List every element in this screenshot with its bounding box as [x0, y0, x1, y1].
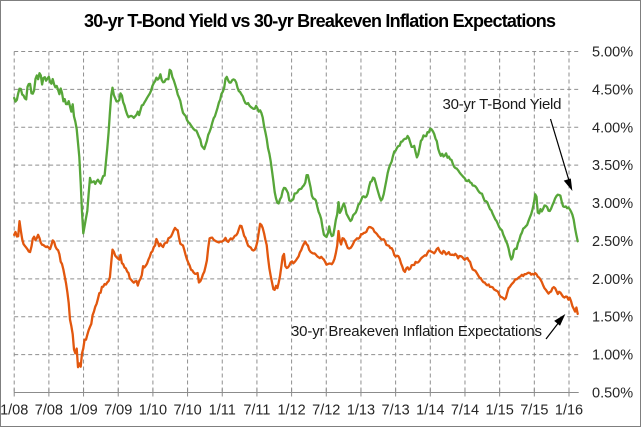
svg-text:30-yr Breakeven Inflation Expe: 30-yr Breakeven Inflation Expectations [291, 323, 542, 340]
svg-text:0.50%: 0.50% [592, 386, 633, 402]
svg-text:1/09: 1/09 [69, 403, 97, 419]
svg-text:1/13: 1/13 [347, 403, 375, 419]
svg-text:1/08: 1/08 [0, 403, 28, 419]
svg-text:2.00%: 2.00% [592, 272, 633, 288]
svg-text:3.50%: 3.50% [592, 158, 633, 174]
svg-text:1/16: 1/16 [555, 403, 583, 419]
svg-text:4.00%: 4.00% [592, 120, 633, 136]
svg-text:30-yr T-Bond Yield: 30-yr T-Bond Yield [443, 96, 562, 113]
svg-text:1/11: 1/11 [209, 403, 236, 419]
svg-text:1.00%: 1.00% [592, 348, 633, 364]
svg-text:30-yr T-Bond Yield vs 30-yr Br: 30-yr T-Bond Yield vs 30-yr Breakeven In… [84, 11, 556, 31]
svg-text:1/12: 1/12 [277, 403, 305, 419]
svg-text:4.50%: 4.50% [592, 82, 633, 98]
svg-text:7/10: 7/10 [173, 403, 201, 419]
svg-text:1/14: 1/14 [416, 403, 444, 419]
svg-text:1/10: 1/10 [139, 403, 167, 419]
svg-text:1.50%: 1.50% [592, 310, 633, 326]
svg-text:5.00%: 5.00% [592, 45, 633, 61]
svg-text:7/09: 7/09 [104, 403, 132, 419]
svg-text:7/15: 7/15 [520, 403, 548, 419]
svg-text:3.00%: 3.00% [592, 196, 633, 212]
svg-text:7/14: 7/14 [451, 403, 479, 419]
svg-text:7/12: 7/12 [312, 403, 340, 419]
svg-text:7/08: 7/08 [35, 403, 63, 419]
svg-text:7/13: 7/13 [382, 403, 410, 419]
svg-text:2.50%: 2.50% [592, 234, 633, 250]
svg-text:7/11: 7/11 [243, 403, 270, 419]
svg-text:1/15: 1/15 [486, 403, 514, 419]
